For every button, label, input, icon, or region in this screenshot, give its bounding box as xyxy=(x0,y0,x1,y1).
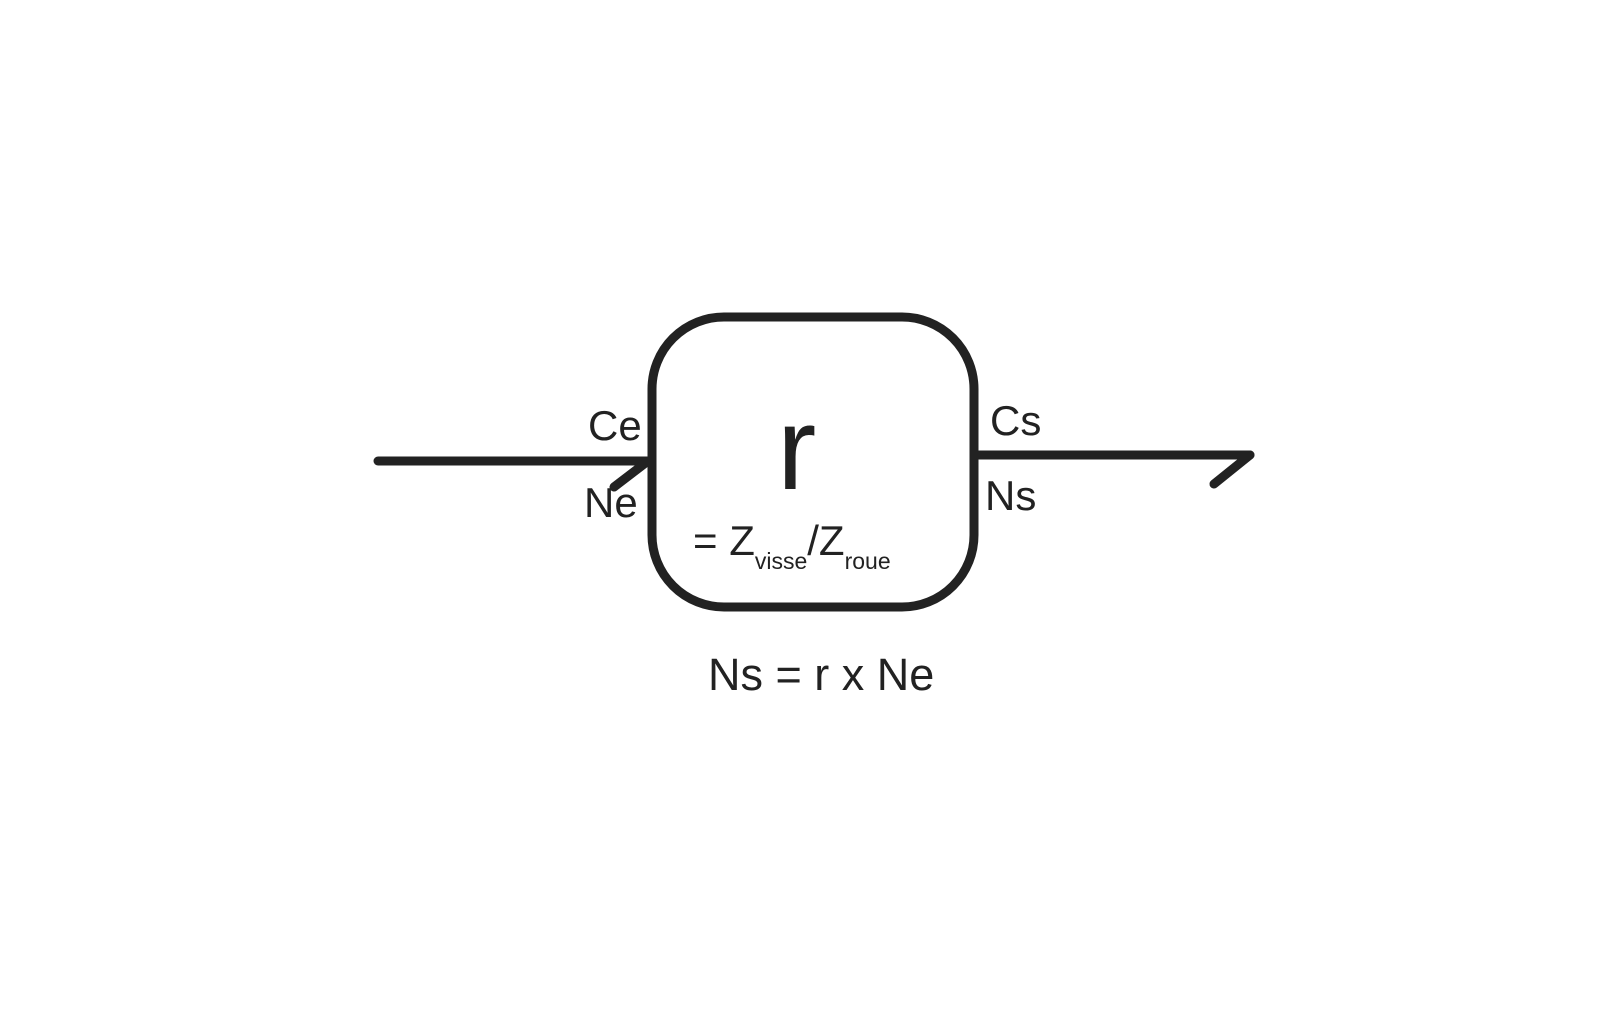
formula-prefix: = Z xyxy=(693,517,755,564)
formula-subscript-visse: visse xyxy=(754,548,808,574)
formula-mid: /Z xyxy=(807,517,845,564)
speed-relation-equation: Ns = r x Ne xyxy=(708,649,935,700)
input-speed-label: Ne xyxy=(584,479,638,526)
input-torque-label: Ce xyxy=(588,402,642,449)
input-arrow-tick xyxy=(609,456,653,492)
reduction-ratio-formula: = Zvisse/Zroue xyxy=(693,517,891,573)
formula-subscript-roue: roue xyxy=(844,548,891,574)
output-arrow-tick xyxy=(1209,450,1255,489)
output-speed-label: Ns xyxy=(985,472,1037,519)
reduction-ratio-symbol: r xyxy=(777,383,817,515)
output-torque-label: Cs xyxy=(990,397,1042,444)
reducer-block xyxy=(647,312,979,612)
